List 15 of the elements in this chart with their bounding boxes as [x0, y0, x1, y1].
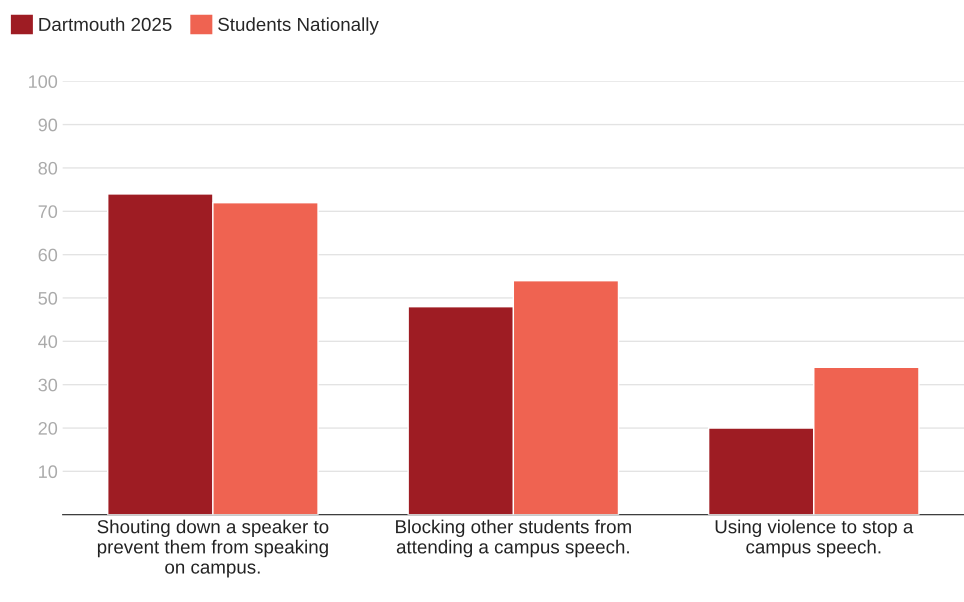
y-tick-label: 40	[38, 335, 58, 348]
y-tick-label: 70	[38, 205, 58, 218]
x-tick-label: Using violence to stop a campus speech.	[716, 520, 914, 558]
legend-label: Dartmouth 2025	[39, 17, 172, 32]
x-tick-label: Shouting down a speaker to prevent them from speaking on campus.	[98, 520, 328, 578]
y-tick-label: 10	[39, 465, 58, 478]
y-tick-label: 50	[38, 292, 58, 305]
y-tick-label: 80	[38, 162, 58, 175]
x-tick-label: Blocking other students from attending a campus speech.	[396, 520, 631, 558]
y-tick-label: 90	[38, 118, 58, 132]
y-tick-label: 60	[38, 248, 58, 262]
y-tick-label: 30	[38, 378, 58, 392]
y-tick-label: 100	[29, 75, 58, 88]
y-tick-label: 20	[38, 422, 58, 435]
legend-label: Students Nationally	[218, 17, 379, 35]
